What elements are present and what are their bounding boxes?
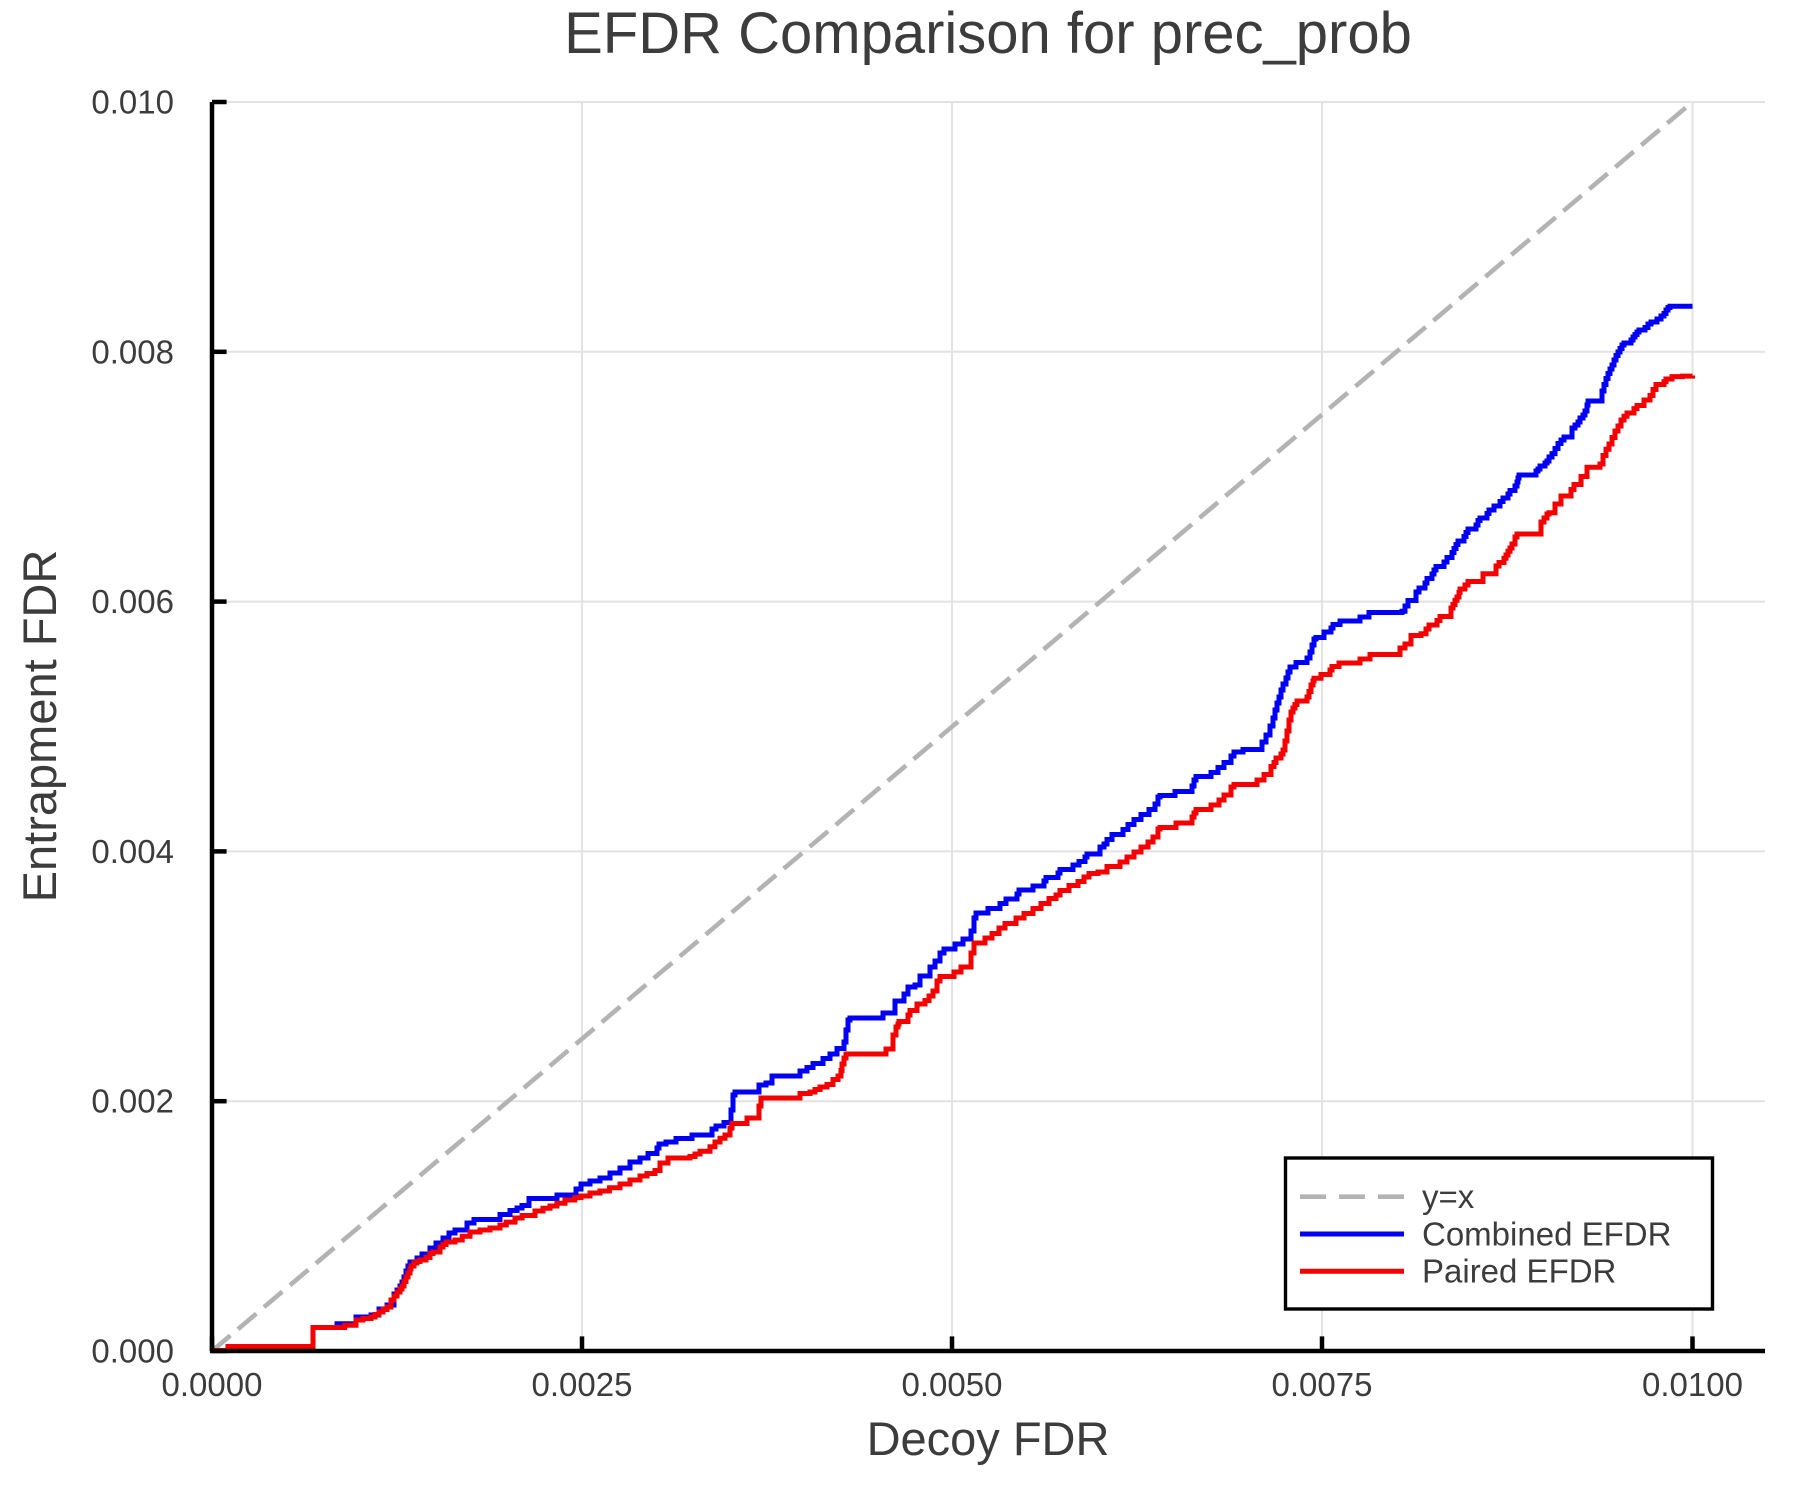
svg-text:0.0075: 0.0075 <box>1272 1366 1373 1403</box>
svg-text:0.004: 0.004 <box>91 833 174 870</box>
svg-text:Entrapment FDR: Entrapment FDR <box>13 550 66 903</box>
svg-text:0.0025: 0.0025 <box>532 1366 633 1403</box>
svg-text:EFDR Comparison for prec_prob: EFDR Comparison for prec_prob <box>564 1 1412 66</box>
svg-text:Decoy FDR: Decoy FDR <box>867 1412 1110 1465</box>
svg-text:0.006: 0.006 <box>91 583 174 620</box>
svg-text:Paired EFDR: Paired EFDR <box>1422 1253 1616 1290</box>
svg-text:0.008: 0.008 <box>91 333 174 370</box>
svg-text:0.0000: 0.0000 <box>162 1366 263 1403</box>
svg-text:0.000: 0.000 <box>91 1333 174 1370</box>
svg-text:0.0100: 0.0100 <box>1642 1366 1743 1403</box>
svg-text:y=x: y=x <box>1422 1178 1475 1215</box>
svg-text:0.002: 0.002 <box>91 1083 174 1120</box>
svg-text:Combined EFDR: Combined EFDR <box>1422 1215 1671 1252</box>
svg-text:0.0050: 0.0050 <box>902 1366 1003 1403</box>
svg-text:0.010: 0.010 <box>91 84 174 121</box>
